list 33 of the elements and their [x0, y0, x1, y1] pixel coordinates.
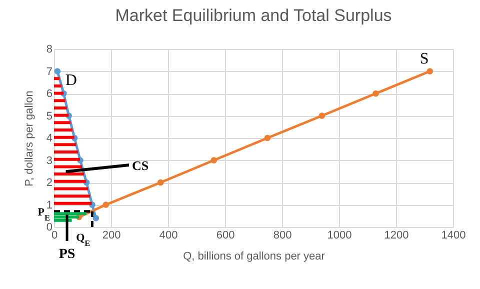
y-tick-label: 0 — [46, 222, 52, 234]
y-tick-label: 4 — [46, 132, 52, 144]
y-tick-label: 1 — [46, 199, 52, 212]
point — [157, 179, 164, 186]
chart-title: Market Equilibrium and Total Surplus — [115, 6, 392, 25]
x-tick-label: 800 — [273, 230, 292, 242]
y-tick-label: 8 — [46, 44, 52, 56]
y-axis-title: P, dollars per gallon — [23, 90, 36, 186]
y-tick-label: 5 — [46, 110, 52, 122]
x-tick-label: 1200 — [384, 230, 409, 242]
y-tick-label: 7 — [46, 66, 52, 78]
annotation: CS — [132, 158, 149, 173]
point — [102, 202, 110, 208]
x-tick-label: 1400 — [441, 230, 466, 242]
point — [426, 68, 434, 74]
y-tick-label: 3 — [46, 154, 52, 167]
x-axis-title: Q, billions of gallons per year — [183, 250, 326, 262]
annotation: S — [420, 50, 429, 68]
point — [318, 112, 326, 119]
point — [264, 134, 271, 142]
ref-line-label: Q$_{E}$ — [76, 232, 91, 248]
text: PS — [58, 247, 76, 262]
annotation: D — [65, 72, 77, 90]
point — [92, 214, 100, 222]
y-tick-label: 6 — [46, 88, 52, 100]
point — [54, 68, 61, 74]
point — [210, 157, 218, 164]
y-tick-label: 2 — [46, 177, 52, 189]
x-tick-label: 400 — [159, 230, 178, 242]
x-tick-label: 200 — [102, 230, 121, 242]
point — [372, 90, 379, 97]
x-tick-label: 1000 — [327, 230, 352, 242]
x-tick-label: 600 — [216, 230, 235, 242]
